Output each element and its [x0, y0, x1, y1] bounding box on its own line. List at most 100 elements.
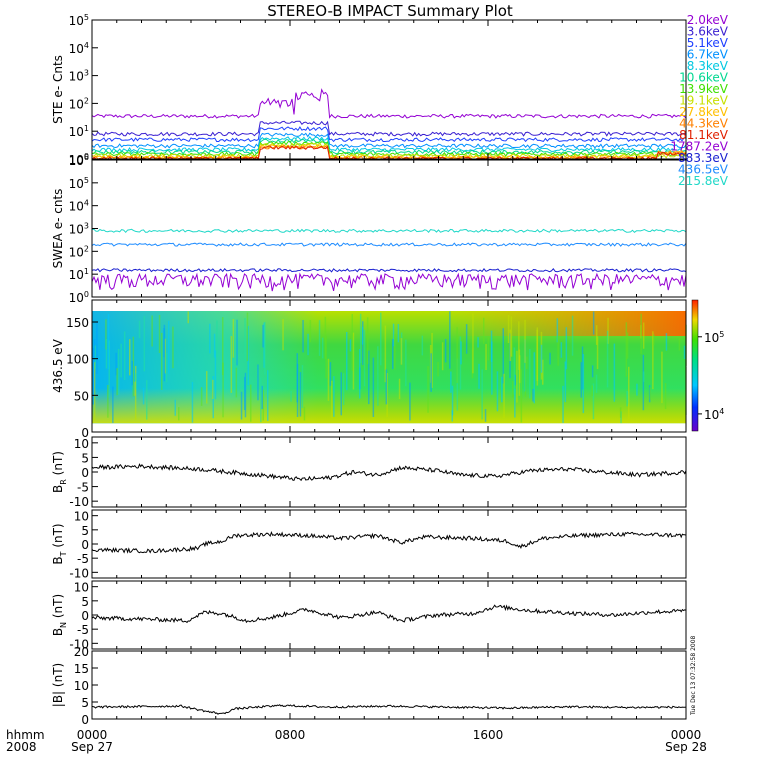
heatmap-streak — [246, 312, 249, 362]
heatmap-streak — [619, 407, 622, 418]
heatmap-streak — [595, 325, 598, 345]
heatmap-streak — [230, 336, 233, 393]
heatmap-streak — [261, 385, 263, 410]
swea-panel: 100 101 102 103 104 105 106 SWEA e- cnts — [51, 153, 687, 305]
heatmap-streak — [516, 350, 518, 403]
panel-frame — [91, 509, 687, 579]
y-tick-label: 5 — [81, 696, 89, 710]
legends: 2.0keV3.6keV5.1keV6.7keV8.3keV10.6keV13.… — [670, 13, 728, 188]
heatmap-streak — [262, 389, 264, 421]
series-line — [92, 228, 687, 234]
end-date-label: Sep 28 — [665, 740, 707, 754]
heatmap-streak — [290, 390, 292, 402]
heatmap-streak — [526, 356, 528, 369]
heatmap-streak — [366, 317, 369, 364]
y-tick-label: 101 — [69, 124, 89, 139]
y-tick-label: 102 — [69, 244, 89, 259]
y-tick-label: -10 — [69, 566, 89, 580]
y-axis-label: 436.5 eV — [51, 338, 65, 393]
y-tick-label: 10 — [74, 437, 89, 451]
heatmap-streak — [496, 371, 499, 412]
heatmap-streak — [661, 351, 663, 404]
heatmap-streak — [400, 338, 403, 365]
heatmap-streak — [581, 346, 584, 390]
heatmap-streak — [606, 330, 609, 388]
heatmap-streak — [451, 385, 454, 416]
heatmap-streak — [216, 320, 218, 358]
heatmap-streak — [507, 315, 510, 343]
heatmap-streak — [560, 342, 563, 358]
heatmap-streak — [520, 369, 523, 423]
series-line — [91, 530, 687, 554]
heatmap-streak — [247, 326, 249, 386]
heatmap-streak — [361, 326, 364, 345]
heatmap-streak — [472, 313, 474, 374]
heatmap-streak — [359, 313, 362, 364]
series-line — [91, 272, 687, 292]
heatmap-streak — [477, 337, 479, 348]
series-line — [91, 138, 687, 155]
heatmap-streak — [398, 378, 401, 400]
heatmap-streak — [368, 350, 370, 405]
heatmap-streak — [92, 348, 94, 405]
x-tick-label: 1600 — [473, 728, 504, 742]
legend-entry: 883.3eV — [678, 151, 729, 165]
series-line — [91, 140, 687, 157]
heatmap-streak — [296, 353, 298, 403]
heatmap-streak — [626, 391, 628, 407]
heatmap-streak — [115, 352, 117, 376]
heatmap-streak — [363, 329, 366, 387]
series-line — [91, 88, 687, 119]
y-tick-label: 105 — [69, 176, 89, 191]
heatmap-streak — [212, 379, 214, 399]
heatmap-streak — [340, 372, 342, 416]
heatmap-streak — [138, 320, 141, 339]
heatmap-streak — [384, 325, 387, 383]
heatmap-streak — [257, 364, 259, 401]
y-axis-label: BN (nT) — [51, 594, 68, 636]
heatmap-streak — [267, 370, 269, 421]
series-line — [91, 142, 687, 159]
heatmap-streak — [244, 318, 246, 362]
heatmap-streak — [142, 387, 145, 405]
heatmap-streak — [146, 380, 148, 420]
heatmap-streak — [456, 327, 458, 384]
heatmap-streak — [437, 361, 439, 377]
heatmap-streak — [397, 324, 400, 343]
y-tick-label: 101 — [69, 267, 89, 282]
y-tick-label: 100 — [66, 353, 89, 367]
heatmap-overlay — [448, 311, 686, 336]
heatmap-streak — [405, 339, 407, 387]
y-tick-label: -5 — [77, 481, 89, 495]
x-axis-tick-labels: 0000 0800 1600 0000 — [77, 728, 702, 742]
heatmap-streak — [143, 315, 146, 372]
heatmap-streak — [209, 323, 211, 354]
heatmap-streak — [222, 362, 224, 418]
legend-entry: 8.3keV — [687, 59, 729, 73]
heatmap-streak — [206, 371, 208, 404]
heatmap-streak — [105, 319, 107, 350]
heatmap-streak — [628, 366, 630, 420]
legend-entry: 215.8eV — [678, 174, 729, 188]
heatmap-streak — [318, 320, 321, 356]
heatmap-streak — [592, 383, 595, 420]
y-tick-label: 0 — [81, 538, 89, 552]
y-tick-label: 103 — [69, 222, 89, 237]
heatmap-streak — [163, 324, 166, 382]
heatmap-streak — [372, 357, 375, 417]
series-line — [91, 120, 687, 137]
heatmap-streak — [96, 321, 98, 374]
heatmap-streak — [491, 341, 493, 395]
heatmap-streak — [116, 368, 118, 396]
heatmap-streak — [532, 388, 534, 402]
heatmap-streak — [444, 339, 447, 363]
series-line — [91, 604, 687, 624]
heatmap-streak — [377, 346, 379, 406]
heatmap-streak — [385, 369, 388, 405]
chart-title: STEREO-B IMPACT Summary Plot — [267, 2, 513, 20]
heatmap-streak — [518, 355, 521, 384]
heatmap-streak — [529, 349, 531, 399]
heatmap-streak — [514, 374, 516, 386]
heatmap-streak — [359, 349, 361, 399]
